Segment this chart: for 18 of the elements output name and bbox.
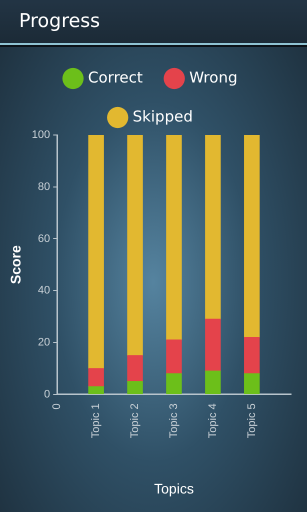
y-axis-title: Score xyxy=(7,245,24,284)
x-tick-label: Topic 2 xyxy=(129,403,142,438)
legend-label: Correct xyxy=(88,68,143,86)
x-axis-title: Topics xyxy=(154,480,194,496)
y-tick-label: 60 xyxy=(38,232,50,245)
x-tick-label: Topic 3 xyxy=(168,403,180,438)
x-tick-label: Topic 4 xyxy=(206,403,219,438)
legend-label: Skipped xyxy=(132,107,193,126)
legend-label: Wrong xyxy=(189,68,238,86)
y-tick-label: 80 xyxy=(38,180,50,193)
x-tick-label: Topic 5 xyxy=(246,403,258,438)
y-tick-label: 0 xyxy=(44,388,50,400)
y-tick-label: 40 xyxy=(38,284,50,297)
x-tick-label: Topic 1 xyxy=(90,403,102,438)
x-tick-label: 0 xyxy=(51,403,64,410)
y-tick-label: 100 xyxy=(32,129,50,142)
chart-title: Progress xyxy=(0,0,307,45)
y-tick-label: 20 xyxy=(38,336,50,349)
